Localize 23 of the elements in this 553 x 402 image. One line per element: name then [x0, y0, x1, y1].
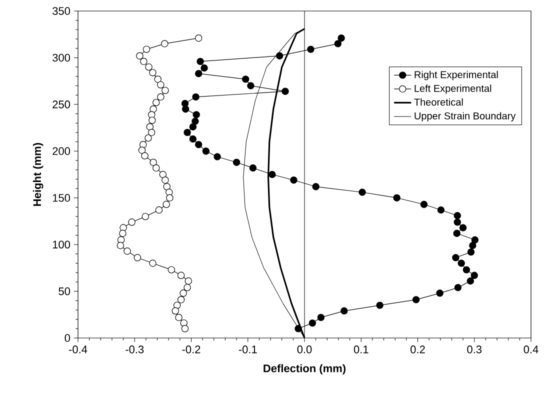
y-tick-label: 300 — [52, 54, 70, 62]
x-tick-label: 0.2 — [410, 346, 425, 354]
y-tick-label: 50 — [58, 287, 70, 296]
legend-label: Left Experimental — [414, 84, 492, 94]
x-tick-label: 0.4 — [524, 346, 538, 354]
y-tick-label: 150 — [52, 194, 70, 202]
x-tick-label: 0.0 — [297, 346, 312, 354]
y-axis-title: Height (mm) — [32, 142, 44, 206]
y-tick-label: 350 — [52, 7, 70, 15]
x-tick-label: -0.4 — [69, 346, 88, 354]
x-tick-label: -0.1 — [238, 346, 257, 354]
y-tick-label: 250 — [52, 100, 70, 108]
y-tick-label: 100 — [52, 240, 70, 248]
x-axis-title: Deflection (mm) — [264, 364, 346, 374]
x-tick-label: 0.3 — [467, 346, 482, 354]
x-tick-label: -0.3 — [126, 346, 144, 354]
x-tick-label: -0.2 — [182, 346, 200, 354]
legend-label: Right Experimental — [414, 70, 498, 80]
x-tick-label: 0.1 — [354, 346, 368, 354]
y-tick-label: 0 — [64, 334, 70, 342]
legend-label: Theoretical — [414, 98, 463, 106]
legend-label: Upper Strain Boundary — [414, 112, 516, 122]
y-tick-label: 200 — [52, 147, 70, 156]
